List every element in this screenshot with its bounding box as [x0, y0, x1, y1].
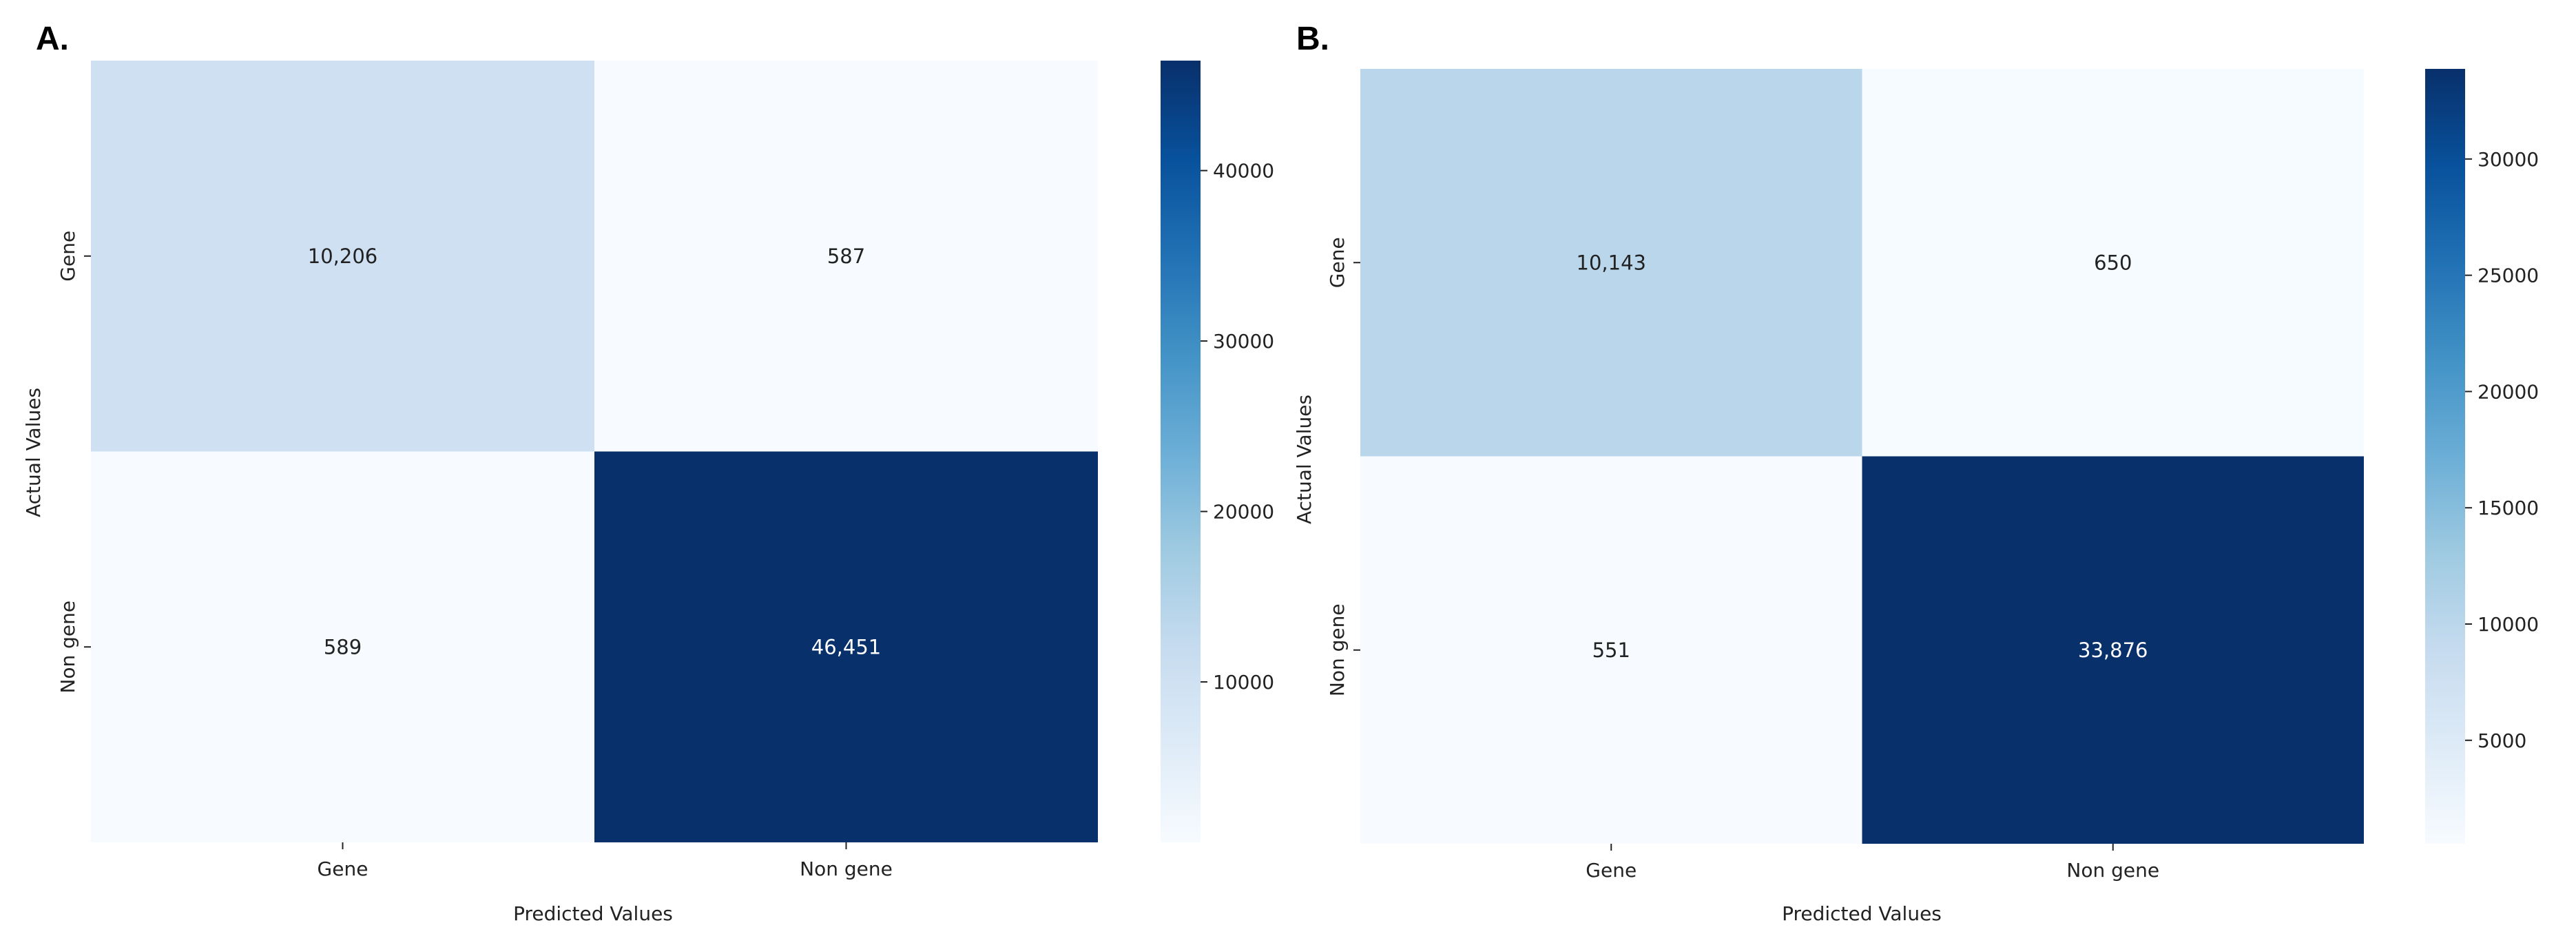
panel-b-cell-non-gene-gene: [1360, 456, 1862, 844]
panel-b-cell-non-gene-non-gene: [1862, 456, 2364, 844]
panel-a-cell-label: 589: [324, 635, 362, 658]
panel-b-x-tick-label: Non gene: [2066, 859, 2159, 882]
panel-a: A. Predicted Values Actual Values 10,206…: [22, 21, 1274, 925]
panel-a-colorbar-tick-label: 40000: [1213, 160, 1274, 183]
panel-a-ylabel: Actual Values: [22, 388, 45, 517]
panel-a-colorbar-tick-label: 20000: [1213, 501, 1274, 523]
panel-a-letter: A.: [36, 21, 69, 57]
panel-b-ylabel: Actual Values: [1293, 395, 1316, 524]
panel-a-cell-gene-gene: [91, 61, 594, 452]
panel-a-x-tick-label: Gene: [318, 858, 368, 880]
panel-a-colorbar: [1161, 61, 1201, 842]
panel-a-xlabel: Predicted Values: [513, 902, 673, 925]
panel-a-colorbar-tick-label: 30000: [1213, 330, 1274, 353]
panel-b-cell-gene-gene: [1360, 69, 1862, 457]
panel-b: B. Predicted Values Actual Values 10,143…: [1293, 21, 2539, 925]
panel-a-cell-label: 587: [827, 245, 865, 268]
panel-a-x-tick-label: Non gene: [800, 858, 893, 880]
panel-b-cell-gene-non-gene: [1862, 69, 2364, 457]
panel-b-colorbar-tick-label: 25000: [2478, 264, 2539, 287]
panel-b-xlabel: Predicted Values: [1782, 902, 1942, 925]
panel-a-colorbar-tick-label: 10000: [1213, 671, 1274, 694]
panel-b-y-tick-label: Non gene: [1326, 603, 1349, 696]
panel-b-cell-label: 551: [1592, 638, 1630, 662]
panel-a-cell-gene-non-gene: [594, 61, 1098, 452]
panel-a-y-tick-label: Non gene: [56, 601, 79, 694]
panel-b-y-tick-label: Gene: [1326, 237, 1349, 288]
panel-a-cell-label: 10,206: [308, 245, 377, 268]
panel-b-cell-label: 33,876: [2078, 638, 2148, 662]
panel-b-cell-label: 650: [2094, 251, 2132, 274]
panel-a-cell-non-gene-non-gene: [594, 451, 1098, 842]
panel-b-letter: B.: [1296, 21, 1329, 57]
panel-a-y-tick-label: Gene: [56, 231, 79, 282]
panel-b-x-tick-label: Gene: [1586, 859, 1637, 882]
panel-b-colorbar-tick-label: 30000: [2478, 148, 2539, 171]
panel-b-colorbar-tick-label: 10000: [2478, 613, 2539, 636]
panel-a-cell-non-gene-gene: [91, 451, 594, 842]
panel-b-colorbar-tick-label: 5000: [2478, 729, 2526, 752]
panel-a-cell-label: 46,451: [811, 635, 881, 658]
panel-b-colorbar: [2425, 69, 2465, 844]
panel-b-cell-label: 10,143: [1577, 251, 1646, 274]
panel-b-colorbar-tick-label: 15000: [2478, 497, 2539, 519]
panel-b-colorbar-tick-label: 20000: [2478, 380, 2539, 403]
